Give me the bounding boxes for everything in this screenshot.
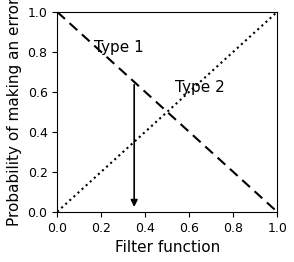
Y-axis label: Probability of making an error: Probability of making an error	[7, 0, 22, 226]
X-axis label: Filter function: Filter function	[115, 240, 220, 255]
Text: Type 1: Type 1	[94, 40, 144, 56]
Text: Type 2: Type 2	[175, 80, 225, 95]
